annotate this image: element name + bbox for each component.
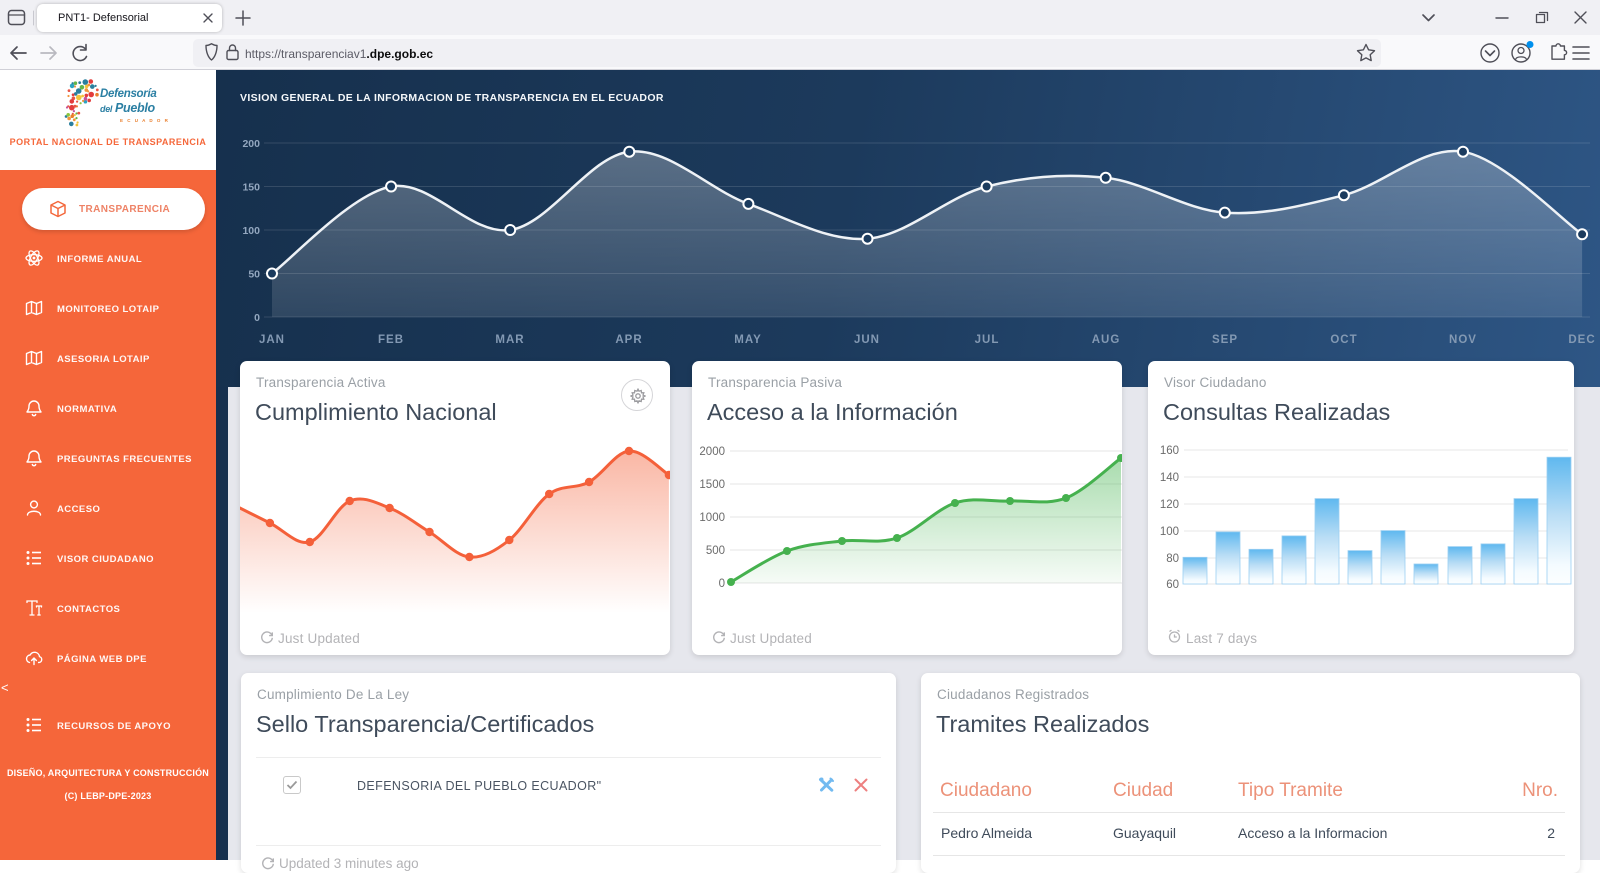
svg-text:SEP: SEP [1212, 334, 1238, 346]
svg-text:FEB: FEB [378, 334, 404, 346]
svg-text:JUL: JUL [975, 334, 1000, 346]
svg-text:MAY: MAY [734, 334, 762, 346]
svg-text:120: 120 [1160, 499, 1179, 511]
svg-text:JAN: JAN [259, 334, 285, 346]
svg-text:AUG: AUG [1092, 334, 1121, 346]
svg-text:500: 500 [706, 545, 725, 557]
svg-text:50: 50 [248, 269, 260, 281]
svg-text:DEC: DEC [1568, 334, 1595, 346]
svg-text:80: 80 [1166, 553, 1179, 565]
svg-text:200: 200 [242, 138, 260, 150]
svg-text:160: 160 [1160, 445, 1179, 457]
svg-text:MAR: MAR [495, 334, 524, 346]
svg-text:0: 0 [719, 578, 725, 590]
svg-text:1000: 1000 [699, 512, 725, 524]
svg-text:0: 0 [254, 312, 260, 324]
svg-text:JUN: JUN [854, 334, 880, 346]
svg-text:OCT: OCT [1330, 334, 1357, 346]
svg-text:150: 150 [242, 182, 260, 194]
svg-text:100: 100 [1160, 526, 1179, 538]
svg-text:NOV: NOV [1449, 334, 1477, 346]
svg-text:60: 60 [1166, 579, 1179, 591]
svg-text:1500: 1500 [699, 479, 725, 491]
svg-text:140: 140 [1160, 472, 1179, 484]
svg-text:100: 100 [242, 225, 260, 237]
svg-text:APR: APR [615, 334, 642, 346]
svg-text:2000: 2000 [699, 446, 725, 458]
